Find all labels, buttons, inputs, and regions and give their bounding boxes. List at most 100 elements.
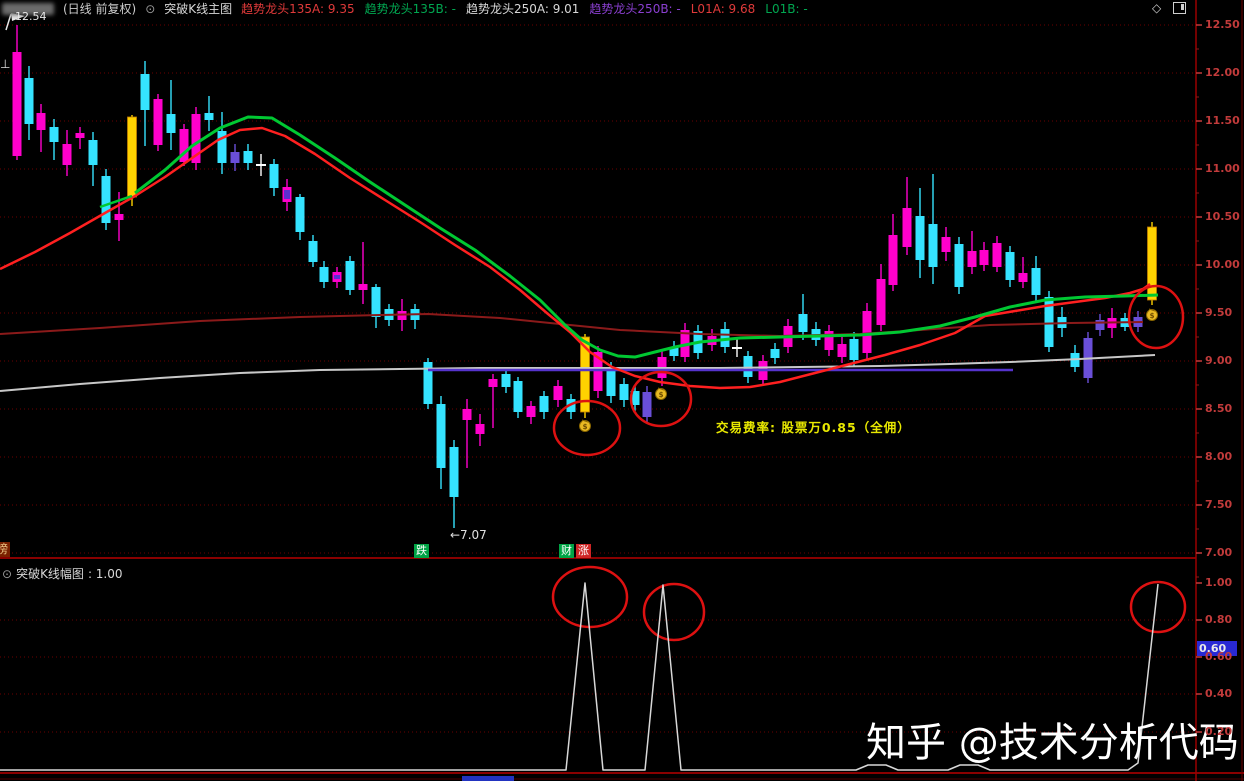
candle-body [12,52,22,156]
axis-value-tag: 0.60 [1197,641,1237,656]
candle-body [876,279,886,325]
badge-down[interactable]: 跌 [414,544,429,558]
candle-body [166,114,176,133]
candle-body [308,241,318,262]
candle-body [770,349,780,358]
candle-body [371,287,381,317]
candle-core [284,190,290,199]
main-axis-label: 12.50 [1205,18,1240,31]
main-indicator-name[interactable]: 突破K线主图 [164,2,233,16]
moneybag-dollar: $ [583,423,588,431]
candle-body [436,404,446,468]
indicator-values: 趋势龙头135A: 9.35 趋势龙头135B: - 趋势龙头250A: 9.01 趋… [241,0,818,17]
moneybag-icon [581,419,589,423]
main-axis-label: 10.00 [1205,258,1240,271]
candle-body [1095,320,1105,330]
candle-body [127,116,137,198]
moneybag-icon [1148,308,1156,312]
moneybag-icon [657,387,665,391]
indicator-value-label: 趋势龙头250B: - [589,2,681,16]
candle-body [62,144,72,165]
header-tools: ◇ [1152,1,1187,15]
candle-body [24,78,34,124]
sub-axis-label: 0.40 [1205,687,1233,700]
low-price-label: ←7.07 [450,528,487,542]
ma-line-green [99,194,133,209]
candle-body [630,391,640,405]
candle-body [345,261,355,290]
clipped-badge[interactable]: 榜 [0,542,11,557]
ma-line-red [0,126,1151,390]
signal-circle [551,565,629,629]
diamond-icon[interactable]: ◇ [1152,1,1162,15]
candle-body [902,208,912,247]
candle-body [36,113,46,130]
candle-body [114,214,124,220]
candle-body [295,197,305,232]
main-axis-label: 11.00 [1205,162,1240,175]
sub-indicator-name[interactable]: 突破K线幅图 [16,567,84,581]
candle-body [915,216,925,260]
candle-body [243,151,253,163]
sub-indicator-toggle-icon[interactable]: ⊙ [2,566,13,581]
signal-circle [552,399,622,457]
main-axis-label: 8.00 [1205,450,1233,463]
candle-body [1147,226,1157,301]
candle-body [358,284,368,290]
window-restore-icon[interactable] [1173,2,1187,14]
peak-flag-pole [5,13,12,31]
candle-body [979,250,989,265]
candle-body [954,244,964,287]
left-tee-mark: ⊥ [0,57,11,71]
candle-body [217,131,227,163]
badge-cai[interactable]: 财 [559,544,574,558]
main-axis-label: 10.50 [1205,210,1240,223]
candle-body [88,140,98,165]
candle-body [423,362,433,404]
candle-body [553,386,563,400]
candle-body [606,368,616,396]
main-axis-label: 8.50 [1205,402,1233,415]
candle-body [798,314,808,332]
sub-indicator-value: : 1.00 [87,566,123,581]
signal-circle [629,370,693,428]
main-axis-label: 9.00 [1205,354,1233,367]
indicator-toggle-icon[interactable]: ⊙ [145,1,156,16]
indicator-value-label: 趋势龙头250A: 9.01 [465,2,580,16]
peak-price-label: 12.54 [15,10,47,23]
moneybag-dollar: $ [1150,312,1155,320]
signal-circle [1127,284,1185,350]
indicator-value-label: L01B: - [765,2,808,16]
candle-body [941,237,951,252]
sub-axis-label: 0.20 [1205,725,1233,738]
candle-body [526,406,536,417]
candle-body [204,113,214,120]
candle-body [862,311,872,353]
period-label: (日线 前复权) [63,2,137,16]
main-axis-label: 9.50 [1205,306,1233,319]
indicator-value-label: 趋势龙头135B: - [364,2,456,16]
candle-body [992,243,1002,267]
candle-body [669,347,679,356]
candle-body [1031,268,1041,295]
badge-up[interactable]: 涨 [576,544,591,558]
stock-name-redacted[interactable] [2,2,54,15]
chart-header: (日线 前复权) ⊙ 突破K线主图 趋势龙头135A: 9.35 趋势龙头135B… [0,0,1196,17]
sub-panel-title: ⊙ 突破K线幅图 : 1.00 [2,565,123,582]
sub-axis-label: 0.60 [1205,650,1233,663]
main-axis-label: 7.50 [1205,498,1233,511]
candle-body [462,409,472,420]
candle-body [230,152,240,163]
ma-line-maroon [0,313,1144,337]
main-axis-label: 12.00 [1205,66,1240,79]
candle-body [488,379,498,387]
date-axis-highlight [462,776,514,781]
candle-body [928,224,938,267]
candle-body [501,374,511,387]
ma-line-green [134,115,1159,359]
candle-body [475,424,485,434]
candle-body [1005,252,1015,280]
candle-body [179,129,189,162]
indicator-value-label: L01A: 9.68 [690,2,756,16]
